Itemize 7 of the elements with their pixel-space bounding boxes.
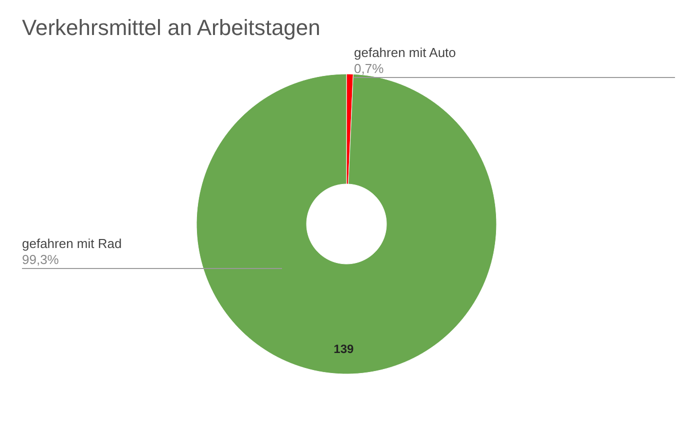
chart-title: Verkehrsmittel an Arbeitstagen bbox=[22, 15, 320, 40]
text: 99,3% bbox=[22, 252, 60, 268]
donut-slice bbox=[196, 74, 497, 374]
data-label: 139 bbox=[334, 342, 354, 356]
slice-label: gefahren mit Auto bbox=[354, 45, 457, 62]
text: 0,7% bbox=[354, 61, 385, 78]
slice-label: gefahren mit Rad bbox=[22, 236, 122, 252]
